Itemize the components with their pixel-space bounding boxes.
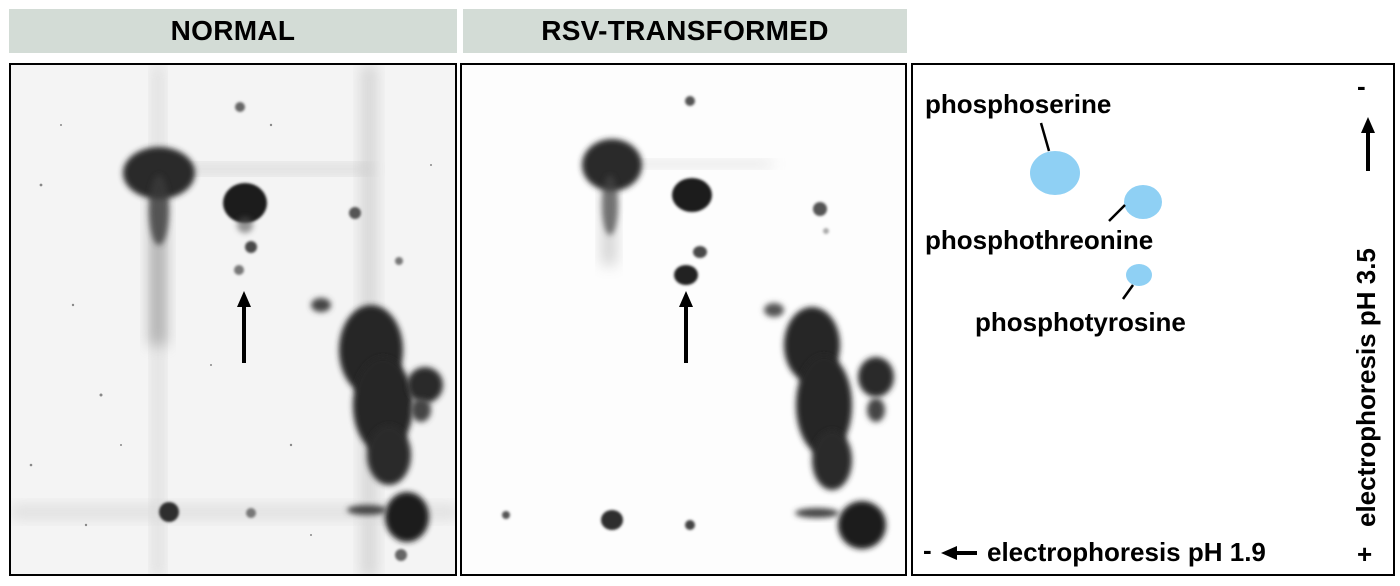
leader-phosphoserine: [1039, 122, 1051, 152]
gel-image-normal: [11, 65, 455, 574]
phosphothreonine-spot: [1124, 185, 1162, 219]
header-rsv-transformed: RSV-TRANSFORMED: [463, 9, 907, 53]
gel-image-rsv: [462, 65, 905, 574]
key-panel: phosphoserine phosphothreonine phosphoty…: [911, 63, 1395, 576]
gel-panel-rsv: [460, 63, 907, 576]
phosphoserine-spot: [1030, 151, 1080, 195]
header-normal: NORMAL: [9, 9, 457, 53]
axis-label-ph35: electrophoresis pH 3.5: [1351, 248, 1381, 527]
label-phosphothreonine: phosphothreonine: [925, 225, 1154, 255]
label-phosphoserine: phosphoserine: [925, 89, 1112, 119]
key-diagram: [941, 117, 1375, 560]
leader-phosphotyrosine: [1121, 284, 1135, 300]
plus-sign-vertical: +: [1357, 539, 1373, 569]
minus-sign-horizontal: -: [923, 535, 932, 565]
gel-panel-normal: [9, 63, 457, 576]
minus-sign-vertical: -: [1357, 71, 1366, 101]
phosphotyrosine-spot: [1126, 264, 1152, 286]
label-phosphotyrosine: phosphotyrosine: [975, 307, 1186, 337]
leader-phosphothreonine: [1108, 204, 1126, 222]
axis-label-ph19: electrophoresis pH 1.9: [987, 537, 1266, 567]
